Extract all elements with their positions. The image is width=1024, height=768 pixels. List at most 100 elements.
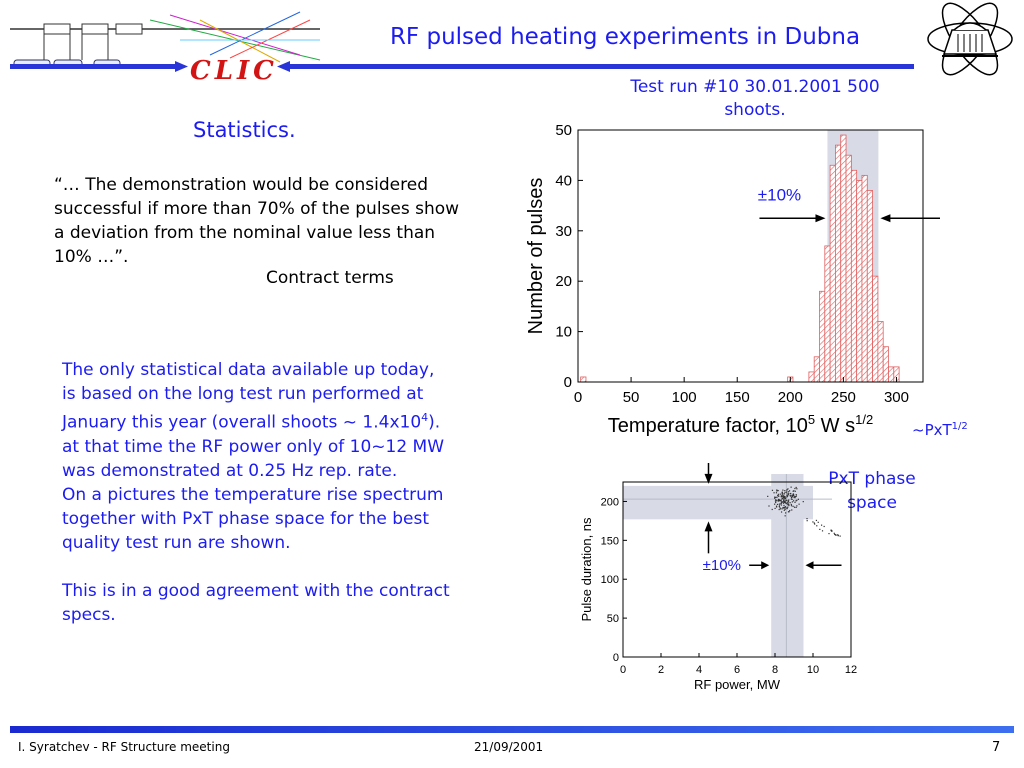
scatter-point: [778, 500, 780, 502]
scatter-point: [793, 490, 795, 492]
scatter-point: [775, 500, 777, 502]
scatter-point: [777, 494, 779, 497]
scatter-point: [786, 492, 788, 494]
scatter-point: [794, 496, 797, 498]
scatter-point: [781, 501, 783, 503]
description-line: The only statistical data available up t…: [62, 360, 435, 380]
scatter-point: [792, 500, 795, 502]
scatter-point: [783, 501, 785, 503]
scatter-point: [796, 505, 798, 507]
scatter-point: [788, 499, 790, 501]
x-tick-label: 8: [772, 664, 778, 676]
scatter-point: [794, 497, 796, 499]
y-tick-label: 200: [601, 496, 619, 508]
y-tick-label: 30: [555, 223, 572, 240]
description-line: at that time the RF power only of 10~12 …: [62, 436, 445, 457]
y-tick-label: 100: [601, 574, 619, 586]
y-tick-label: 150: [601, 535, 619, 547]
y-tick-label: 50: [607, 613, 619, 625]
scatter-point: [777, 493, 779, 495]
x-axis-label: Temperature factor, 105 W s1/2: [608, 412, 873, 437]
scatter-point: [782, 506, 784, 509]
scatter-point: [787, 493, 789, 495]
scatter-point: [830, 529, 832, 532]
scatter-point: [780, 501, 782, 503]
scatter-point: [767, 495, 769, 497]
scatter-point: [783, 504, 785, 506]
scatter-point: [791, 494, 793, 496]
scatter-point: [789, 509, 791, 512]
scatter-point: [792, 490, 794, 492]
scatter-point: [787, 504, 789, 506]
scatter-point: [787, 503, 790, 505]
scatter-point: [788, 490, 791, 492]
clic-logo-text: CLIC: [190, 56, 278, 86]
top-arrow-head: [704, 473, 713, 484]
histogram-bar: [866, 190, 873, 383]
scatter-point: [794, 487, 796, 490]
scatter-point: [783, 498, 785, 501]
scatter-point: [812, 521, 814, 523]
x-tick-label: 0: [574, 389, 582, 406]
x-axis-label: RF power, MW: [694, 677, 781, 692]
histogram-bar: [861, 174, 868, 383]
scatter-point: [792, 493, 794, 495]
phase-space-caption: PxT phase space: [828, 469, 916, 513]
pxt-phase-space-plot: 0 2 4 6 8 10 12 0 50 100 150 200 RF power, MW Pulse d…: [579, 463, 857, 692]
scatter-point: [820, 524, 823, 526]
scatter-point: [806, 520, 808, 522]
scatter-point: [819, 528, 821, 530]
y-tick-label: 10: [555, 324, 572, 341]
temperature-histogram: 0 50 100 150 200 250 300 0 10 20 30 40 50 Number of p…: [525, 122, 940, 437]
scatter-point: [795, 494, 797, 496]
scatter-point: [785, 502, 787, 504]
scatter-point: [792, 505, 794, 507]
footer-author: I. Syratchev - RF Structure meeting: [18, 740, 230, 754]
scatter-point: [793, 496, 796, 498]
scatter-point: [833, 532, 835, 534]
scatter-point: [786, 490, 788, 492]
quote-source: Contract terms: [266, 268, 394, 288]
scatter-point: [768, 505, 770, 507]
scatter-point: [783, 496, 785, 499]
scatter-point: [777, 499, 779, 502]
scatter-point: [787, 500, 789, 502]
scatter-point: [793, 506, 796, 508]
scatter-point: [791, 501, 793, 503]
scatter-point: [784, 500, 786, 503]
x-tick-label: 0: [620, 664, 626, 676]
y-tick-label: 20: [555, 273, 572, 290]
statistics-heading: Statistics.: [193, 118, 296, 142]
histogram-bar: [813, 356, 820, 383]
scatter-point: [782, 489, 784, 491]
slide-title: RF pulsed heating experiments in Dubna: [389, 24, 861, 50]
scatter-point: [828, 532, 830, 535]
description-line: On a pictures the temperature rise spect…: [62, 484, 444, 505]
scatter-point: [792, 494, 794, 497]
description-line: quality test run are shown.: [62, 532, 291, 553]
scatter-point: [776, 506, 778, 508]
scatter-point: [786, 489, 788, 491]
scatter-point: [790, 492, 792, 495]
scatter-point: [795, 506, 797, 509]
x-tick-label: 2: [658, 664, 664, 676]
left-arrow-head: [761, 561, 770, 570]
scatter-point: [784, 507, 786, 509]
histogram-bar: [856, 180, 863, 383]
statistics-description: The only statistical data available up t…: [62, 358, 502, 627]
dubna-logo: [927, 2, 1013, 76]
scatter-point: [783, 497, 785, 500]
scatter-point: [795, 500, 797, 502]
scatter-point: [786, 501, 788, 503]
y-axis-label: Pulse duration, ns: [579, 517, 594, 622]
scatter-point: [823, 525, 825, 528]
scatter-point: [790, 496, 793, 499]
scatter-point: [786, 494, 788, 496]
histogram-bar: [808, 371, 815, 383]
scatter-point: [834, 534, 836, 536]
scatter-point: [775, 501, 777, 504]
scatter-point: [780, 499, 782, 501]
histogram-bar: [845, 154, 852, 383]
scatter-point: [783, 507, 785, 509]
scatter-point: [774, 496, 776, 498]
